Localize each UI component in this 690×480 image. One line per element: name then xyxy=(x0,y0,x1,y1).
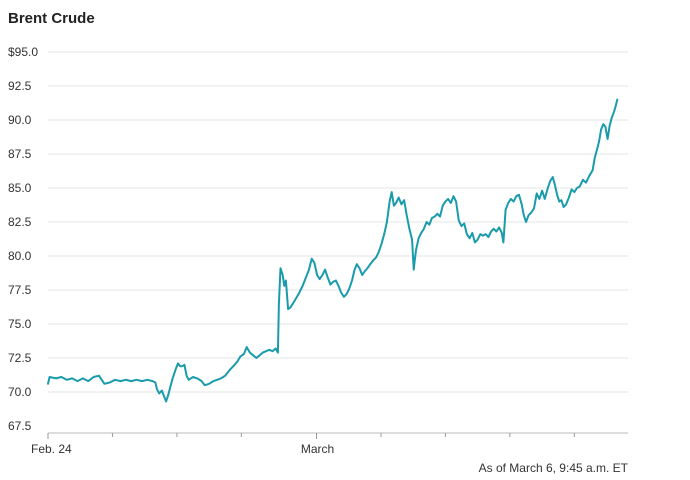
y-tick-label: 87.5 xyxy=(8,147,32,161)
x-tick-label: March xyxy=(301,442,334,456)
y-tick-label: 80.0 xyxy=(8,249,32,263)
y-axis: $95.0 92.5 90.0 87.5 85.0 82.5 80.0 77.5 75.0 72.… xyxy=(8,45,38,433)
y-tick-label: 92.5 xyxy=(8,79,32,93)
chart-title: Brent Crude xyxy=(8,10,95,27)
timestamp-note: As of March 6, 9:45 a.m. ET xyxy=(478,461,628,475)
gridlines xyxy=(48,51,628,393)
x-tick-label: Feb. 24 xyxy=(31,442,72,456)
y-tick-label: 90.0 xyxy=(8,113,32,127)
brent-price-line xyxy=(47,98,619,403)
y-tick-label: 82.5 xyxy=(8,215,32,229)
series-layer xyxy=(47,98,619,403)
y-tick-label: 67.5 xyxy=(8,419,32,433)
y-tick-label: 75.0 xyxy=(8,317,32,331)
y-tick-label: 70.0 xyxy=(8,385,32,399)
x-axis: Feb. 24 March xyxy=(31,432,628,456)
y-tick-label: 85.0 xyxy=(8,181,32,195)
y-tick-label: $95.0 xyxy=(8,45,38,59)
y-tick-label: 72.5 xyxy=(8,351,32,365)
y-tick-label: 77.5 xyxy=(8,283,32,297)
